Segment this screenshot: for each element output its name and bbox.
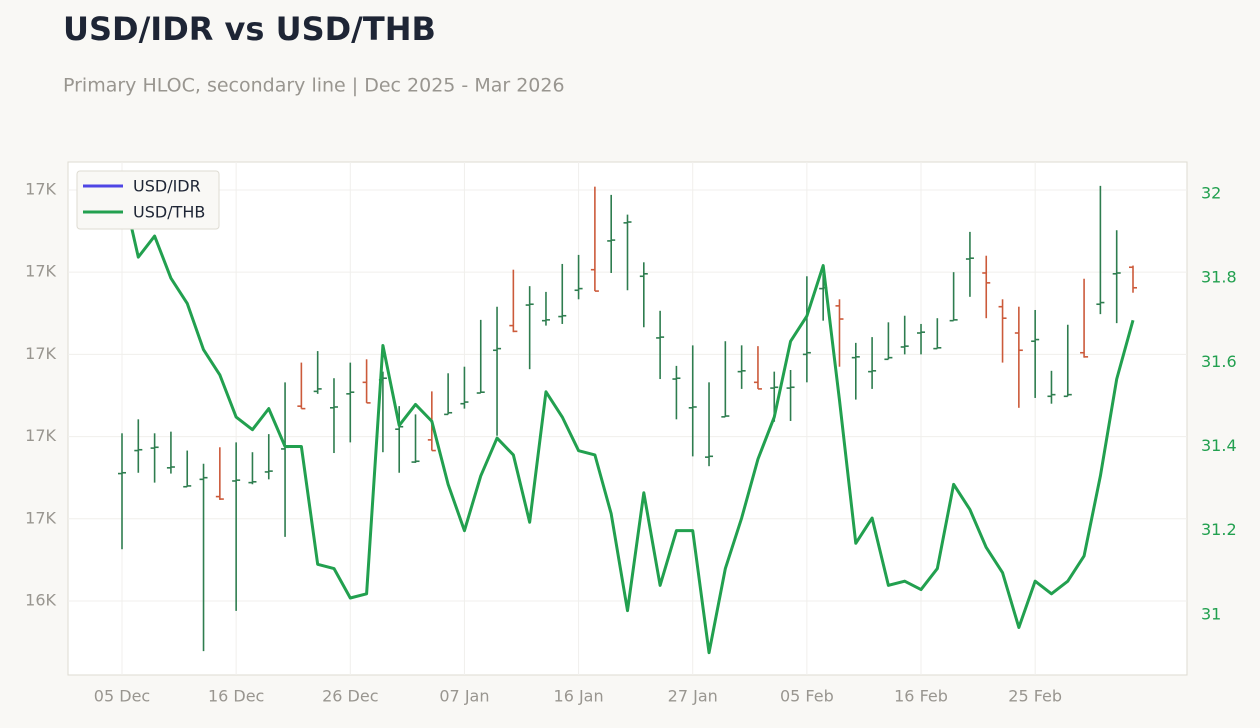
y-tick-label: 17K bbox=[25, 262, 56, 281]
y2-tick-label: 31.2 bbox=[1201, 520, 1237, 539]
legend-label: USD/IDR bbox=[133, 177, 201, 196]
x-tick-label: 07 Jan bbox=[439, 687, 489, 706]
x-tick-label: 25 Feb bbox=[1008, 687, 1062, 706]
y2-tick-label: 31.6 bbox=[1201, 352, 1237, 371]
y-tick-label: 16K bbox=[25, 591, 56, 610]
x-tick-label: 05 Feb bbox=[780, 687, 834, 706]
line-series bbox=[120, 185, 1135, 655]
chart-subtitle: Primary HLOC, secondary line | Dec 2025 … bbox=[63, 75, 565, 97]
y2-tick-label: 31.4 bbox=[1201, 436, 1237, 455]
y-tick-label: 17K bbox=[25, 508, 56, 527]
legend-label: USD/THB bbox=[133, 203, 205, 222]
y-tick-label: 17K bbox=[25, 426, 56, 445]
x-tick-label: 16 Dec bbox=[208, 687, 264, 706]
y-tick-label: 17K bbox=[25, 344, 56, 363]
x-tick-label: 05 Dec bbox=[94, 687, 150, 706]
y2-tick-label: 31.8 bbox=[1201, 268, 1237, 287]
x-tick-label: 16 Feb bbox=[894, 687, 948, 706]
y-tick-label: 17K bbox=[25, 179, 56, 198]
chart-title: USD/IDR vs USD/THB bbox=[63, 10, 436, 48]
x-tick-label: 26 Dec bbox=[322, 687, 378, 706]
x-tick-label: 16 Jan bbox=[554, 687, 604, 706]
y2-tick-label: 32 bbox=[1201, 183, 1221, 202]
x-tick-label: 27 Jan bbox=[668, 687, 718, 706]
y2-tick-label: 31 bbox=[1201, 604, 1221, 623]
